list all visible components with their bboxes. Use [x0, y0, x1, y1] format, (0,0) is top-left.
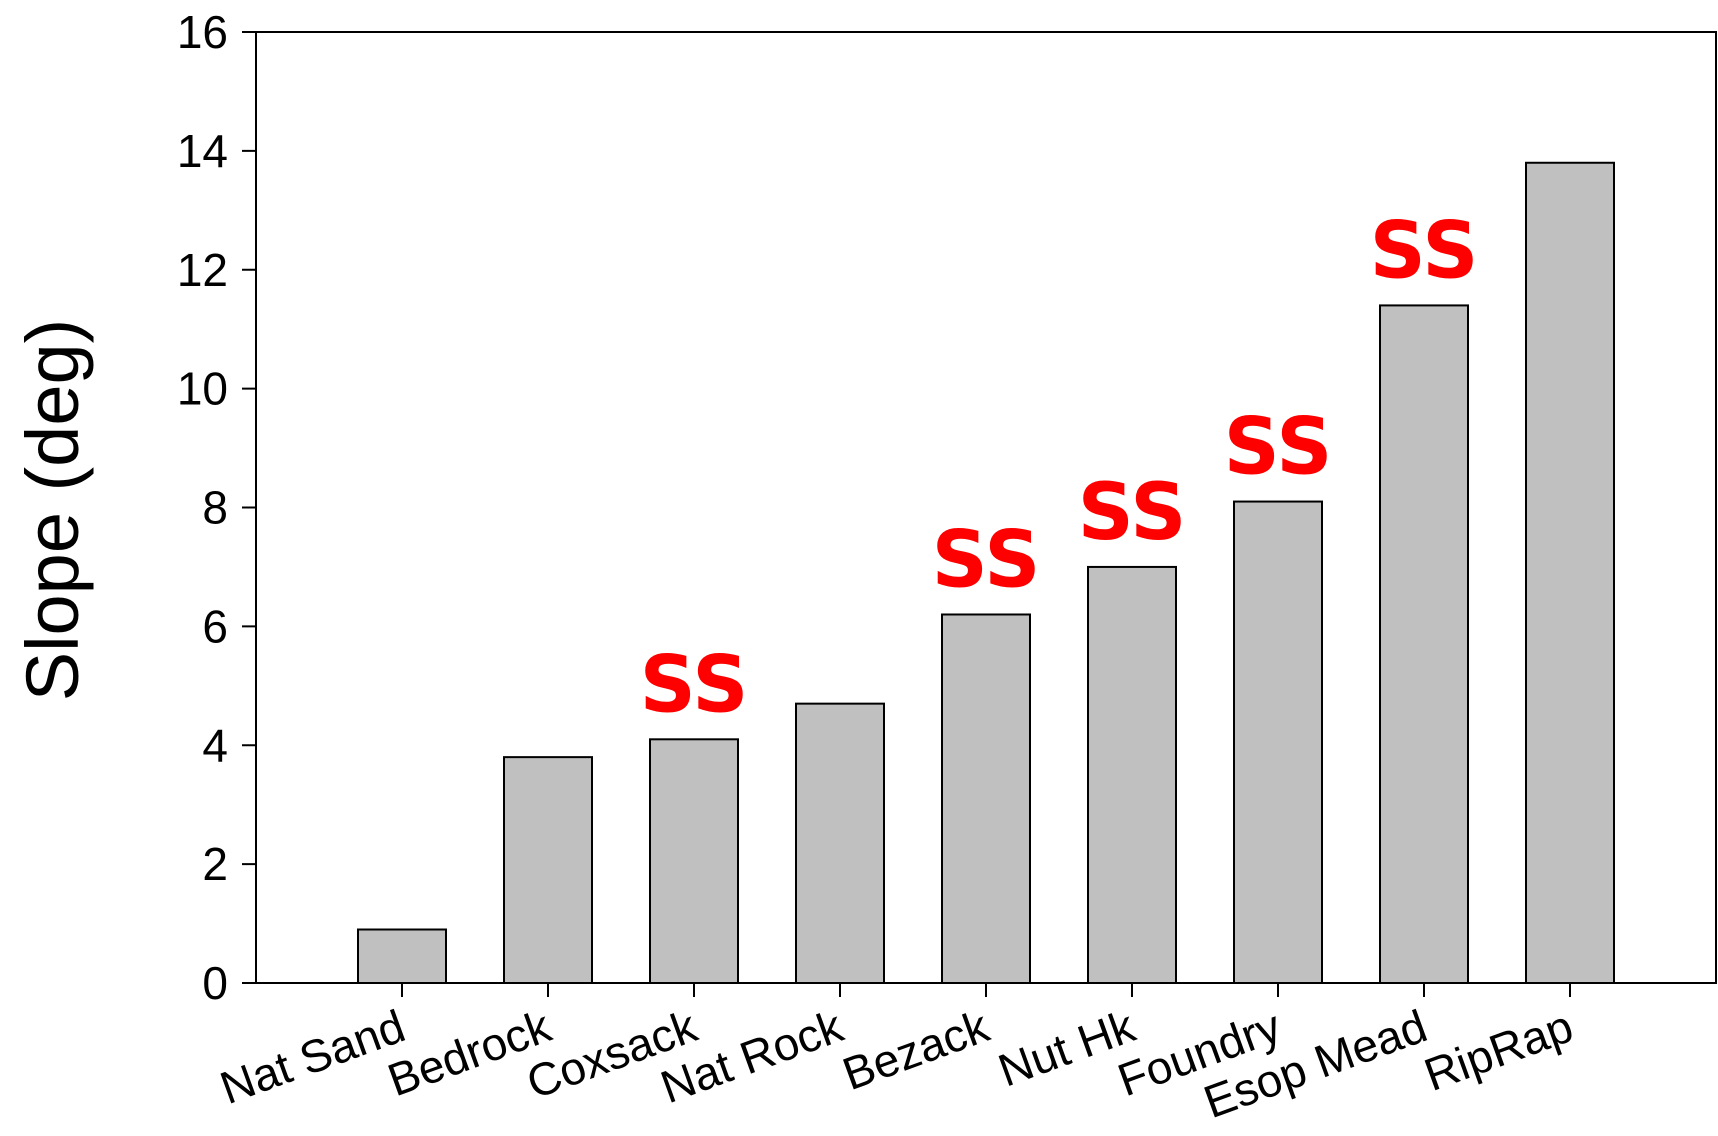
- y-tick-label: 2: [202, 838, 228, 890]
- bar: [1525, 161, 1615, 984]
- bar: [795, 702, 885, 984]
- x-tick-label: RipRap: [1417, 1000, 1579, 1101]
- y-tick-label: 16: [177, 6, 228, 58]
- significance-annotation: SS: [1370, 206, 1479, 296]
- bar: [941, 613, 1031, 984]
- y-tick-label: 6: [202, 600, 228, 652]
- significance-annotation: SS: [640, 640, 749, 730]
- y-tick-label: 0: [202, 957, 228, 1009]
- y-tick-label: 10: [177, 363, 228, 415]
- bar: [357, 928, 447, 984]
- significance-annotation: SS: [1078, 468, 1187, 558]
- bar: [503, 756, 593, 985]
- y-tick-label: 14: [177, 125, 228, 177]
- bar: [649, 738, 739, 985]
- bar: [1379, 304, 1469, 985]
- significance-annotation: SS: [932, 515, 1041, 605]
- y-tick-label: 12: [177, 244, 228, 296]
- y-tick-label: 8: [202, 482, 228, 534]
- bar: [1087, 565, 1177, 984]
- y-axis-title: Slope (deg): [11, 319, 94, 702]
- bar: [1233, 500, 1323, 984]
- x-tick-label: Bezack: [836, 999, 996, 1100]
- y-tick-label: 4: [202, 719, 228, 771]
- significance-annotation: SS: [1224, 403, 1333, 493]
